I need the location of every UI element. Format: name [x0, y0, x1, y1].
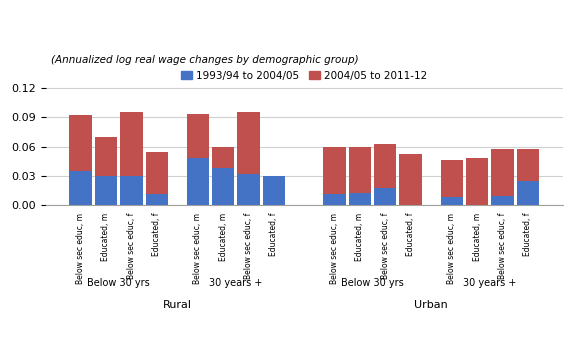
Bar [349, 193, 371, 205]
Bar [517, 181, 539, 205]
Bar [69, 171, 92, 205]
Bar [491, 195, 514, 205]
Bar [263, 176, 285, 205]
Bar [238, 174, 259, 205]
Bar [120, 176, 142, 205]
Text: (Annualized log real wage changes by demographic group): (Annualized log real wage changes by dem… [51, 55, 359, 65]
Bar [440, 198, 463, 205]
Text: 30 years +: 30 years + [463, 278, 517, 287]
Bar [440, 160, 463, 198]
Bar [238, 112, 259, 174]
Bar [323, 147, 346, 194]
Text: Below 30 yrs: Below 30 yrs [341, 278, 404, 287]
Bar [374, 188, 397, 205]
Bar [323, 194, 346, 205]
Text: 30 years +: 30 years + [209, 278, 262, 287]
Bar [349, 148, 371, 193]
Bar [374, 144, 397, 188]
Bar [146, 194, 168, 205]
Bar [187, 158, 209, 205]
Text: Rural: Rural [163, 300, 192, 310]
Bar [400, 154, 422, 205]
Bar [517, 149, 539, 181]
Bar [120, 112, 142, 176]
Bar [466, 158, 488, 205]
Bar [212, 168, 234, 205]
Legend: 1993/94 to 2004/05, 2004/05 to 2011-12: 1993/94 to 2004/05, 2004/05 to 2011-12 [177, 67, 432, 85]
Bar [69, 115, 92, 171]
Text: Below 30 yrs: Below 30 yrs [87, 278, 150, 287]
Bar [95, 137, 117, 176]
Bar [187, 114, 209, 158]
Bar [212, 147, 234, 168]
Bar [491, 149, 514, 195]
Text: Urban: Urban [414, 300, 448, 310]
Bar [146, 152, 168, 194]
Bar [95, 176, 117, 205]
